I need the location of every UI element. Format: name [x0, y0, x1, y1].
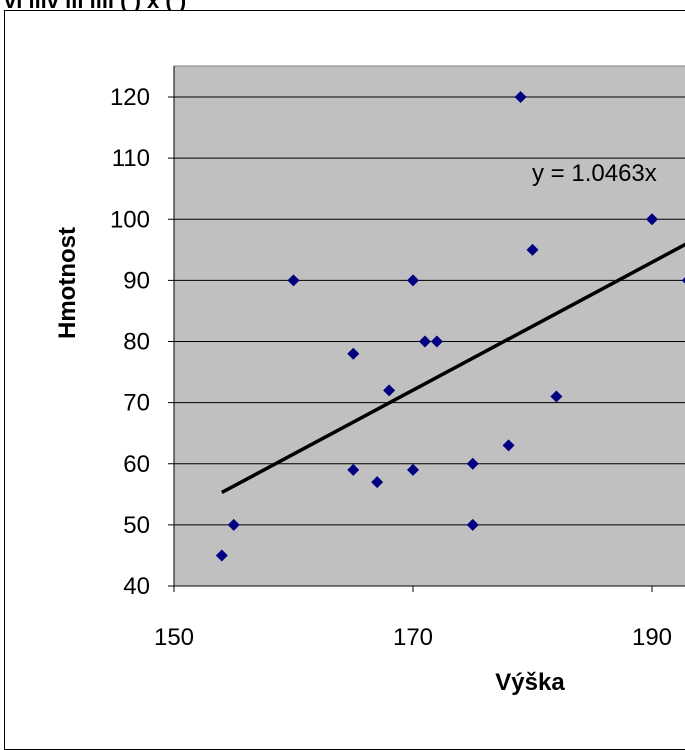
- data-point: [371, 476, 384, 489]
- data-point: [514, 91, 527, 103]
- y-tick-label: 100: [110, 206, 150, 233]
- data-point: [526, 243, 539, 256]
- x-axis-title: Výška: [495, 669, 565, 696]
- data-point: [646, 213, 658, 226]
- data-point: [466, 518, 479, 531]
- chart-frame: 40 50 60 70 80 90 100 110 120 150 170 190 y = 1.0463…: [4, 10, 685, 750]
- trendline: [220, 242, 685, 495]
- y-tick-label: 40: [123, 573, 150, 600]
- x-tick-label: 170: [393, 624, 433, 651]
- data-point: [407, 463, 419, 476]
- top-partial-text: vi lllv lli llll ( ) x ( ): [4, 0, 187, 13]
- scatter-chart: 40 50 60 70 80 90 100 110 120 150 170 190 y = 1.0463…: [54, 65, 685, 696]
- data-point: [227, 518, 240, 531]
- y-tick-label: 50: [123, 512, 150, 539]
- data-point: [215, 549, 228, 562]
- data-point: [383, 384, 396, 397]
- data-point: [550, 390, 563, 403]
- plot-area: [173, 65, 685, 587]
- data-point: [430, 335, 443, 348]
- data-point: [466, 457, 479, 470]
- data-point: [287, 274, 300, 287]
- data-point: [347, 463, 360, 476]
- y-tick-label: 70: [123, 390, 150, 417]
- data-point: [418, 335, 431, 348]
- data-point: [347, 347, 360, 360]
- x-tick-label: 190: [632, 624, 672, 651]
- data-point: [407, 274, 419, 287]
- y-axis-title: Hmotnost: [54, 227, 81, 339]
- y-tick-label: 80: [123, 329, 150, 356]
- data-point: [502, 439, 515, 452]
- x-tick-label: 150: [154, 624, 194, 651]
- data-point: [681, 277, 685, 284]
- trendline-equation: y = 1.0463x: [532, 160, 657, 187]
- y-tick-label: 120: [110, 84, 150, 111]
- y-tick-label: 90: [123, 267, 150, 294]
- y-tick-label: 110: [112, 145, 150, 172]
- y-tick-label: 60: [123, 451, 150, 478]
